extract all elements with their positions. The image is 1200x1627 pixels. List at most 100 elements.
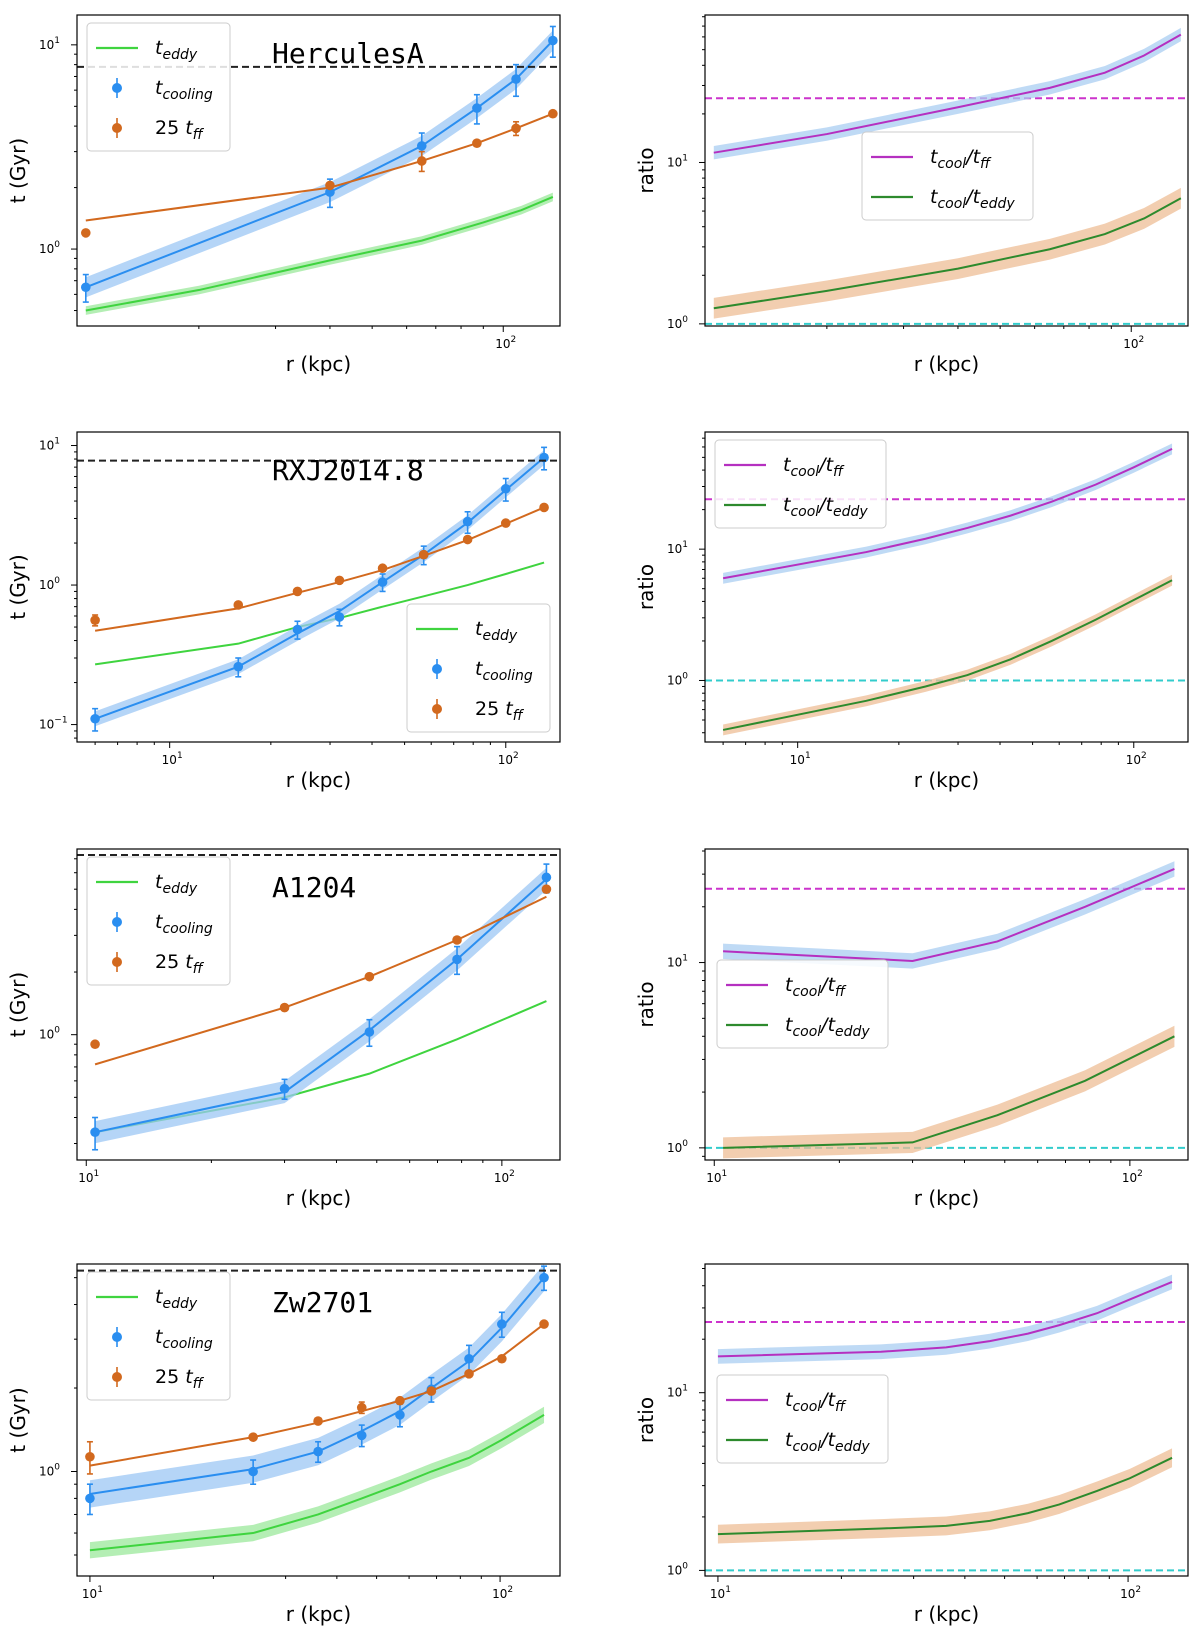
plot-area (90, 446, 549, 732)
cluster-title: RXJ2014.8 (272, 454, 424, 487)
legend-label: tcool/teddy (783, 494, 868, 520)
point-25-t-ff (452, 935, 462, 945)
legend-marker (112, 957, 122, 967)
axis-ticks (699, 437, 1135, 748)
plot-frame (704, 14, 1189, 327)
y-tick-label: 100 (667, 671, 688, 687)
y-axis-label: ratio (634, 564, 658, 610)
point-t-cooling (279, 1083, 290, 1094)
x-tick-label: 102 (1122, 1169, 1143, 1185)
plot-frame (76, 848, 561, 1161)
legend-box (86, 1271, 231, 1401)
point-t-cooling (539, 1272, 549, 1283)
x-axis-label: r (kpc) (286, 768, 351, 792)
line-t-cool-t-eddy (723, 1035, 1175, 1149)
x-tick-label: 102 (1120, 1585, 1141, 1601)
legend-item-t-cool-t-eddy: tcool/teddy (871, 186, 1015, 212)
x-tick-label: 101 (162, 751, 183, 767)
plot-area (90, 863, 552, 1151)
plot-frame (76, 14, 561, 327)
plot-area (80, 25, 558, 315)
line-t-cool-t-eddy (717, 1456, 1173, 1536)
point-25-t-ff (539, 1319, 549, 1329)
x-tick-label: 102 (1123, 335, 1144, 351)
legend-item-t-cool-t-eddy: tcool/teddy (726, 1429, 870, 1455)
point-t-cooling (325, 187, 335, 197)
legend-item-25-t-ff: 25 tff (112, 951, 205, 977)
point-25-t-ff (548, 108, 558, 119)
legend-label: tcool/teddy (930, 186, 1015, 212)
x-axis-label: r (kpc) (286, 1186, 351, 1210)
band-t-cool-t-eddy (723, 1025, 1175, 1159)
point-t-cooling (377, 577, 388, 587)
x-tick-label: 101 (790, 751, 811, 767)
point-t-cooling (541, 872, 552, 883)
point-25-t-ff (497, 1353, 507, 1364)
y-tick-label: 101 (667, 540, 688, 556)
cluster-title: A1204 (272, 871, 356, 904)
point-t-cooling (462, 516, 473, 527)
legend-label: teddy (155, 871, 198, 897)
y-tick-label: 100 (667, 315, 688, 331)
line-25-t-ff (85, 112, 554, 222)
band-t-cool-t-eddy (713, 187, 1181, 319)
band-t-cooling (95, 450, 545, 727)
legend: tcool/tff tcool/teddy (716, 1374, 889, 1464)
line-t-eddy (85, 196, 554, 312)
line-t-cool-t-ff (713, 33, 1182, 154)
point-25-t-ff (500, 518, 511, 528)
chart-panel-5: 101 102 100 r (kpc) t (Gyr) A1204 teddy tcoolin… (6, 848, 561, 1210)
point-25-t-ff (292, 586, 303, 597)
point-t-cooling (85, 1493, 95, 1504)
point-t-cooling (80, 282, 91, 293)
point-t-cooling (364, 1027, 375, 1037)
legend-marker (432, 704, 442, 714)
cluster-title: Zw2701 (272, 1286, 373, 1319)
band-t-cooling (89, 1264, 545, 1508)
band-t-cool-t-ff (723, 861, 1175, 969)
legend-marker (112, 123, 122, 133)
y-axis-label: ratio (634, 1397, 658, 1443)
plot-frame (704, 431, 1189, 743)
legend-label: tcool/tff (930, 146, 992, 172)
line-t-cool-t-ff (722, 447, 1173, 580)
legend-item-25-t-ff: 25 tff (112, 117, 205, 143)
point-t-cooling (416, 141, 427, 151)
legend-label: tcool/teddy (785, 1429, 870, 1455)
legend-marker (432, 664, 442, 674)
legend-label: 25 tff (155, 951, 205, 977)
point-25-t-ff (472, 138, 482, 148)
x-tick-label: 102 (498, 751, 519, 767)
point-25-t-ff (418, 549, 429, 560)
x-tick-label: 101 (82, 1585, 103, 1601)
legend-marker (112, 83, 122, 93)
point-25-t-ff (541, 884, 552, 894)
point-t-cooling (248, 1466, 258, 1477)
legend: tcool/tff tcool/teddy (714, 439, 887, 529)
line-t-cool-t-ff (717, 1281, 1173, 1358)
legend: tcool/tff tcool/teddy (716, 959, 889, 1049)
x-tick-label: 102 (1126, 751, 1147, 767)
x-axis-label: r (kpc) (914, 352, 979, 376)
y-tick-label: 101 (39, 36, 60, 52)
legend-item-t-cool-t-ff: tcool/tff (724, 454, 845, 480)
band-t-cool-t-ff (713, 27, 1181, 160)
legend-box (406, 603, 551, 733)
legend-label: tcool/teddy (785, 1014, 870, 1040)
y-axis-label: t (Gyr) (6, 138, 30, 203)
y-axis-label: ratio (634, 981, 658, 1027)
point-t-cooling (334, 612, 345, 622)
y-tick-label: 10−1 (39, 716, 68, 732)
legend-label: tcooling (155, 77, 213, 103)
point-25-t-ff (511, 123, 521, 134)
point-t-cooling (548, 35, 558, 46)
chart-panel-7: 101 102 100 r (kpc) t (Gyr) Zw2701 teddy tcooli… (6, 1263, 561, 1626)
point-25-t-ff (364, 971, 375, 982)
axis-ticks (71, 44, 504, 332)
y-axis-label: ratio (634, 147, 658, 193)
legend-label: teddy (155, 1286, 198, 1312)
y-tick-label: 101 (667, 1384, 688, 1400)
point-25-t-ff (90, 1039, 100, 1050)
legend: teddy tcooling 25 tff (86, 1271, 231, 1401)
